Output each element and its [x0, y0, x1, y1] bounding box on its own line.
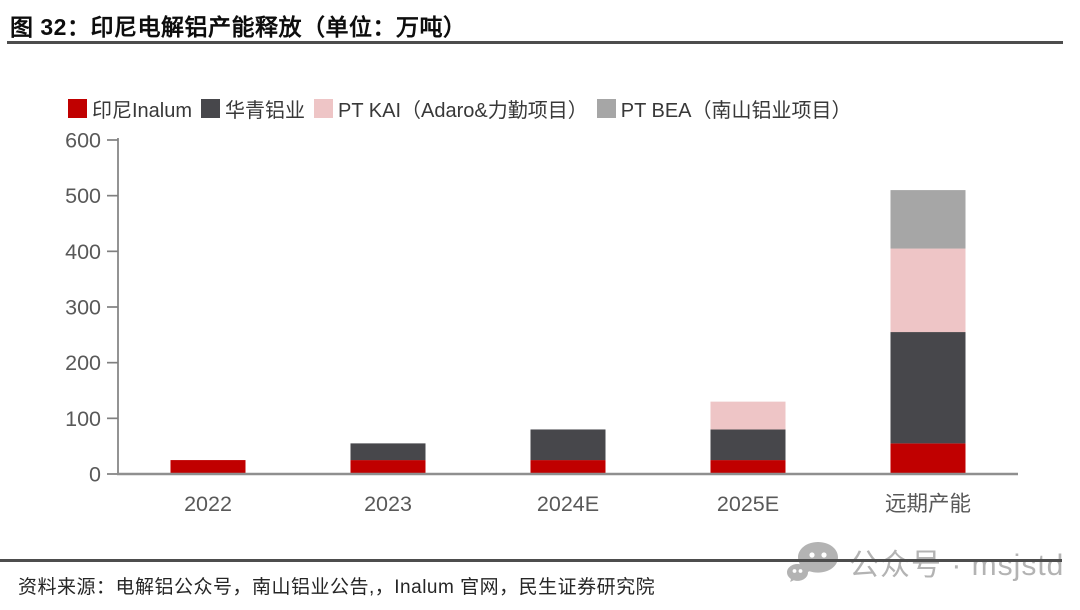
svg-text:400: 400	[65, 240, 101, 264]
legend-item-huaqing: 华青铝业	[201, 94, 305, 123]
svg-text:远期产能: 远期产能	[885, 492, 971, 516]
legend-item-ptbea: PT BEA（南山铝业项目）	[596, 94, 852, 123]
title-divider	[7, 41, 1063, 44]
legend-swatch-inalum	[68, 99, 87, 118]
svg-text:100: 100	[65, 407, 101, 431]
wechat-icon	[787, 542, 838, 582]
legend-label: 印尼Inalum	[92, 100, 193, 122]
legend-label: 华青铝业	[225, 100, 306, 122]
svg-text:500: 500	[65, 184, 101, 208]
svg-text:2024E: 2024E	[537, 492, 599, 516]
legend-swatch-ptbea	[596, 99, 616, 118]
chart-legend: 印尼Inalum 华青铝业 PT KAI（Adaro&力勤项目） PT BEA（…	[68, 94, 852, 123]
legend-swatch-ptkai	[314, 99, 334, 118]
legend-item-inalum: 印尼Inalum	[68, 94, 192, 123]
svg-text:200: 200	[65, 351, 101, 375]
svg-text:2023: 2023	[364, 492, 412, 516]
svg-text:300: 300	[65, 296, 101, 320]
legend-item-ptkai: PT KAI（Adaro&力勤项目）	[314, 94, 588, 123]
svg-text:0: 0	[89, 463, 101, 487]
footer-divider	[0, 559, 1062, 562]
svg-text:600: 600	[65, 129, 101, 153]
svg-text:2022: 2022	[184, 492, 232, 516]
watermark: 公众号 · msjstd	[785, 538, 1064, 586]
figure-title: 图 32：印尼电解铝产能释放（单位：万吨）	[10, 14, 467, 40]
watermark-text: 公众号 · msjstd	[849, 549, 1065, 582]
source-note: 资料来源：电解铝公众号，南山铝业公告,，Inalum 官网，民生证券研究院	[18, 577, 656, 598]
legend-swatch-huaqing	[201, 99, 221, 118]
legend-label: PT KAI（Adaro&力勤项目）	[338, 100, 588, 122]
svg-text:2025E: 2025E	[717, 492, 779, 516]
legend-label: PT BEA（南山铝业项目）	[620, 100, 852, 122]
